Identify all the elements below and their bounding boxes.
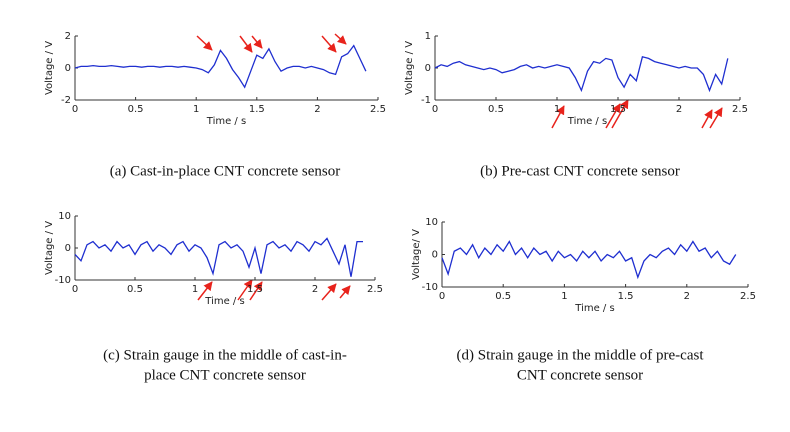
x-tick-label: 0.5 (128, 104, 144, 115)
x-axis-label: Time / s (206, 116, 246, 127)
arrow (611, 99, 629, 129)
arrow (321, 35, 337, 53)
x-tick-label: 0 (439, 291, 445, 302)
y-tick-label: 0 (432, 250, 438, 261)
y-axis-label: Voltage / V (404, 41, 415, 95)
x-tick-label: 2 (684, 291, 690, 302)
y-tick-label: 0 (425, 63, 431, 74)
x-tick-label: 1 (561, 291, 567, 302)
caption: place CNT concrete sensor (144, 367, 306, 383)
x-tick-label: 2.5 (740, 291, 756, 302)
x-tick-label: 1.5 (249, 104, 265, 115)
arrow (197, 281, 213, 301)
x-tick-label: 0.5 (488, 104, 504, 115)
data-line (434, 56, 729, 93)
x-tick-label: 1.5 (618, 291, 634, 302)
x-tick-label: 0.5 (495, 291, 511, 302)
arrow (321, 283, 337, 301)
data-line (74, 237, 363, 277)
y-tick-label: 0 (65, 243, 71, 254)
x-tick-label: 1 (193, 104, 199, 115)
arrow (334, 33, 347, 45)
x-axis-label: Time / s (574, 303, 614, 314)
x-tick-label: 1 (192, 284, 198, 295)
x-tick-label: 2 (314, 104, 320, 115)
y-axis-label: Voltage/ V (411, 229, 422, 280)
x-tick-label: 0.5 (127, 284, 143, 295)
arrow (196, 35, 213, 51)
x-axis-label: Time / s (567, 116, 607, 127)
y-axis-label: Voltage / V (44, 41, 55, 95)
x-tick-label: 2.5 (367, 284, 383, 295)
x-tick-label: 2 (312, 284, 318, 295)
arrow (237, 279, 253, 301)
x-tick-label: 0 (72, 284, 78, 295)
caption: (a) Cast-in-place CNT concrete sensor (110, 163, 340, 179)
x-tick-label: 0 (72, 104, 78, 115)
arrow (249, 281, 263, 301)
arrow (339, 285, 351, 299)
y-tick-label: 10 (58, 211, 71, 222)
arrow (605, 103, 621, 129)
x-tick-label: 1 (554, 104, 560, 115)
y-tick-label: 1 (425, 31, 431, 42)
y-tick-label: 0 (65, 63, 71, 74)
y-tick-label: -10 (55, 275, 71, 286)
data-line (441, 240, 737, 280)
x-tick-label: 1.5 (247, 284, 263, 295)
caption: CNT concrete sensor (517, 367, 643, 383)
arrow (551, 105, 565, 129)
annotation-arrows (196, 33, 723, 301)
y-tick-label: -10 (422, 282, 438, 293)
x-tick-label: 2.5 (732, 104, 748, 115)
data-line (74, 44, 367, 89)
arrow (709, 107, 723, 129)
y-tick-label: 10 (425, 217, 438, 228)
arrow (701, 109, 713, 129)
arrow (239, 35, 253, 53)
y-tick-label: -2 (61, 95, 71, 106)
y-tick-label: -1 (421, 95, 431, 106)
caption: (b) Pre-cast CNT concrete sensor (480, 163, 680, 179)
caption: (c) Strain gauge in the middle of cast-i… (103, 347, 347, 363)
y-tick-label: 2 (65, 31, 71, 42)
x-tick-label: 2 (676, 104, 682, 115)
x-tick-label: 2.5 (370, 104, 386, 115)
x-tick-label: 0 (432, 104, 438, 115)
arrow (251, 35, 263, 49)
y-axis-label: Voltage / V (44, 221, 55, 275)
caption: (d) Strain gauge in the middle of pre-ca… (456, 347, 704, 363)
x-tick-label: 1.5 (610, 104, 626, 115)
x-axis-label: Time / s (204, 296, 244, 307)
